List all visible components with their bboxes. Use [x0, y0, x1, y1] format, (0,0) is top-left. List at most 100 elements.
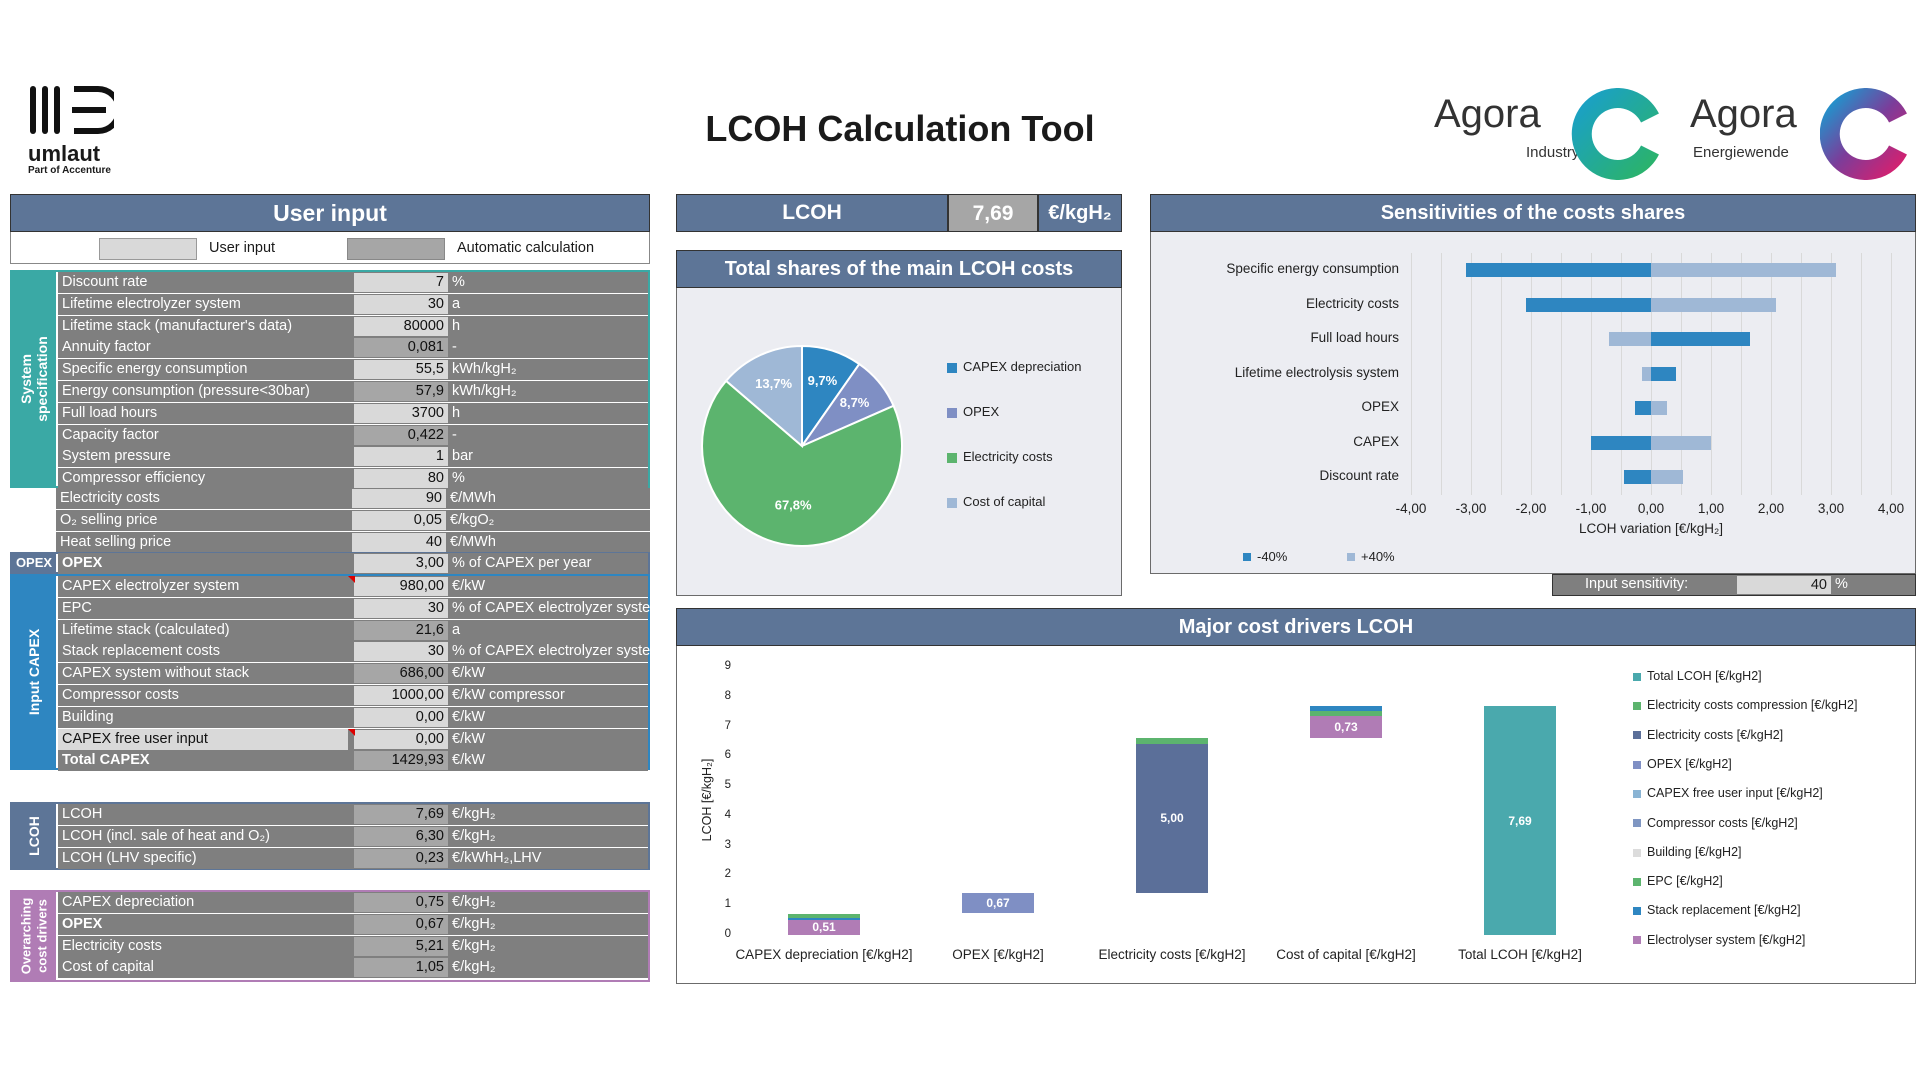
pie-slice: [724, 344, 803, 449]
major-legend-label: CAPEX free user input [€/kgH2]: [1647, 786, 1823, 801]
input-row: Compressor efficiency 80%: [58, 468, 648, 490]
major-legend-item: OPEX [€/kgH2]: [1633, 757, 1732, 771]
sensitivity-legend-label: -40%: [1257, 548, 1288, 564]
grid-line: [1771, 253, 1772, 495]
major-legend-item: Electricity costs [€/kgH2]: [1633, 728, 1783, 742]
major-data-label: 0,73: [1334, 719, 1358, 734]
input-row: LCOH (incl. sale of heat and O₂) 6,30 €/kg…: [58, 825, 648, 847]
input-row-unit: €/kW compressor: [452, 687, 565, 703]
major-bar-segment: [1136, 743, 1208, 893]
input-row-value[interactable]: 1000,00: [354, 686, 448, 705]
input-row-unit: %: [452, 470, 465, 487]
grid-line: [1861, 253, 1862, 495]
input-row-unit: €/kgH₂: [452, 915, 496, 932]
sensitivity-bar: [1651, 263, 1836, 277]
input-row-value[interactable]: 0,00: [354, 729, 448, 749]
sensitivity-title: Sensitivities of the costs shares: [1150, 194, 1916, 232]
input-row-value[interactable]: 40: [352, 532, 446, 552]
input-row: Specific energy consumption 55,5 kWh/kgH₂: [58, 359, 648, 381]
input-row-value[interactable]: 80000: [354, 316, 448, 336]
input-row-value[interactable]: 0,00: [354, 707, 448, 727]
input-row-unit: h: [452, 317, 461, 334]
major-category-label: Total LCOH [€/kgH2]: [1458, 947, 1582, 962]
grid-line: [1501, 253, 1502, 495]
major-bar-segment: [788, 913, 860, 919]
input-row-unit: €/MWh: [450, 533, 496, 550]
input-row-label: CAPEX free user input: [58, 728, 348, 750]
major-legend-item: Compressor costs [€/kgH2]: [1633, 816, 1798, 830]
legend-swatch: [1633, 672, 1641, 681]
comment-flag-icon[interactable]: [348, 576, 355, 583]
major-drivers-title: Major cost drivers LCOH: [676, 608, 1916, 646]
input-row-unit: €/kgH₂: [452, 959, 496, 976]
legend-swatch: [947, 362, 957, 373]
comment-flag-icon[interactable]: [348, 728, 355, 736]
sensitivity-category-label: Discount rate: [1319, 468, 1399, 483]
input-row-value: 686,00: [354, 664, 448, 684]
input-row-value[interactable]: 30: [354, 598, 448, 618]
umlaut-wordmark: umlaut: [28, 141, 101, 166]
input-row-value[interactable]: 30: [354, 642, 448, 662]
opex-row-value[interactable]: 3,00: [354, 554, 448, 573]
input-row-value[interactable]: 1: [354, 447, 448, 467]
major-category-label: OPEX [€/kgH2]: [952, 947, 1044, 962]
input-row-value[interactable]: 90: [352, 489, 446, 508]
lcoh-summary-label: LCOH: [676, 194, 948, 232]
input-row-value: 1,05: [354, 958, 448, 978]
input-row-value[interactable]: 80: [354, 469, 448, 489]
input-row-value: 0,75: [354, 893, 448, 912]
major-y-tick: 0: [724, 928, 731, 940]
input-row-value[interactable]: 980,00: [354, 577, 448, 596]
legend-user-swatch: [99, 238, 197, 260]
input-row-unit: kWh/kgH₂: [452, 361, 517, 378]
input-row-label: Annuity factor: [62, 339, 151, 356]
legend-swatch: [1633, 907, 1641, 916]
lcoh-summary-unit: €/kgH₂: [1038, 194, 1122, 232]
input-row-value[interactable]: 7: [354, 273, 448, 292]
legend-swatch: [1633, 848, 1641, 857]
input-row-label: Heat selling price: [60, 533, 172, 550]
input-row: Discount rate 7%: [58, 272, 648, 293]
input-row-value[interactable]: 55,5: [354, 360, 448, 380]
input-row-unit: €/kW: [452, 730, 486, 747]
major-data-label: 0,51: [812, 920, 836, 935]
sensitivity-chart: Specific energy consumption Electricity c…: [1151, 233, 1915, 573]
agora-industry-word: Agora: [1434, 92, 1541, 136]
input-row-unit: %: [452, 274, 465, 290]
input-row: LCOH (LHV specific) 0,23 €/kWhH₂,LHV: [58, 847, 648, 869]
sensitivity-x-tick: 2,00: [1757, 500, 1785, 516]
pie-data-label: 13,7%: [755, 376, 792, 391]
major-category-label: Electricity costs [€/kgH2]: [1098, 947, 1246, 962]
major-legend-item: Electricity costs compression [€/kgH2]: [1633, 698, 1858, 712]
legend-swatch: [947, 452, 957, 463]
grid-line: [1441, 253, 1442, 495]
input-row-label: Stack replacement costs: [62, 643, 220, 660]
input-row-value[interactable]: 30: [354, 294, 448, 314]
input-sensitivity-label: Input sensitivity:: [1585, 576, 1689, 592]
input-row-value[interactable]: 0,05: [352, 510, 446, 530]
input-row: Capacity factor 0,422-: [58, 424, 648, 446]
input-row: OPEX 0,67 €/kgH₂: [58, 913, 648, 935]
major-legend-label: Total LCOH [€/kgH2]: [1647, 669, 1762, 683]
input-row-value[interactable]: 3700: [354, 403, 448, 423]
input-sensitivity-value[interactable]: 40: [1737, 576, 1831, 594]
opex-row-unit: % of CAPEX per year: [452, 555, 592, 571]
grid-line: [1741, 253, 1742, 495]
input-sensitivity-unit: %: [1835, 576, 1848, 592]
pie-legend-item: CAPEX depreciation: [947, 359, 1082, 374]
major-drivers-chart: 0 1 2 3 4 5 6 7 8 9 LCOH [€/kgH₂] 0,51 CAPEX depreci…: [677, 647, 1915, 983]
legend-auto-label: Automatic calculation: [457, 240, 595, 256]
opex-row-label: OPEX: [62, 555, 103, 571]
legend-swatch: [1633, 936, 1641, 945]
sensitivity-category-label: Specific energy consumption: [1226, 261, 1399, 276]
sensitivity-bar: [1651, 401, 1668, 415]
input-row-unit: €/kgH₂: [452, 806, 496, 822]
input-row-label: LCOH (LHV specific): [62, 849, 197, 866]
grid-line: [1411, 253, 1412, 495]
input-row-label: Electricity costs: [62, 937, 162, 954]
input-row-value: 5,21: [354, 936, 448, 956]
input-row-label: Compressor efficiency: [62, 470, 206, 487]
sensitivity-x-tick: -2,00: [1515, 500, 1547, 516]
input-row-unit: bar: [452, 448, 473, 465]
major-data-label: 7,69: [1508, 813, 1532, 828]
